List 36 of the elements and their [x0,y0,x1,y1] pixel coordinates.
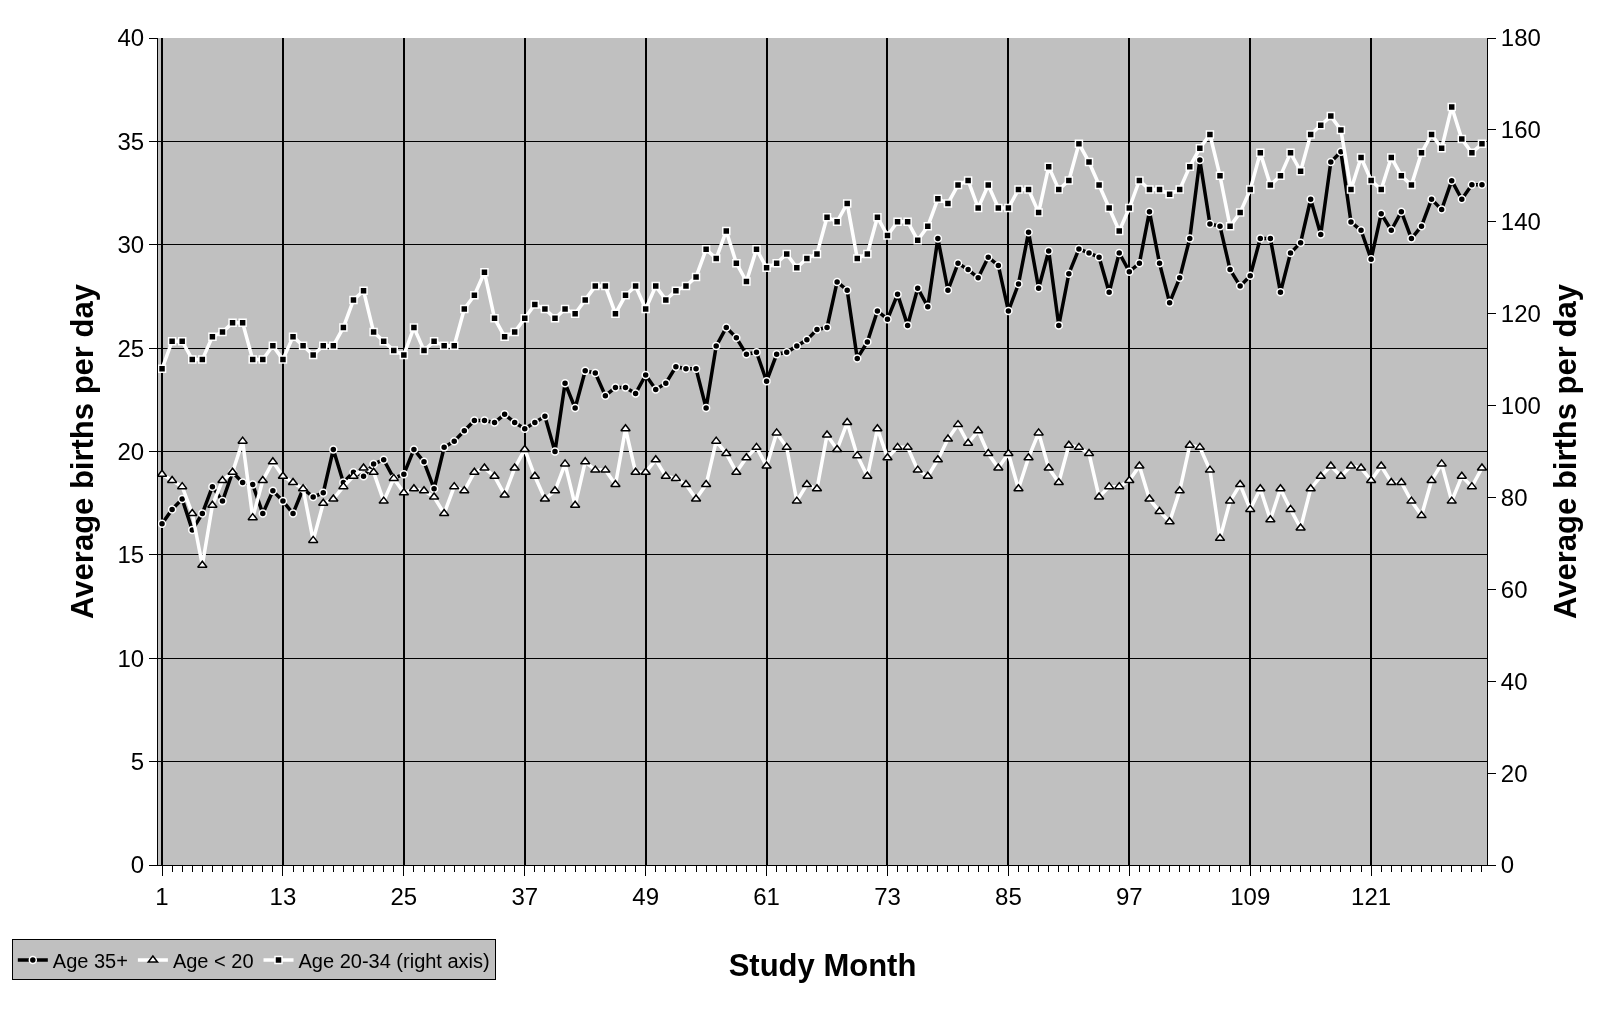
y2-tick-label: 80 [1500,483,1528,511]
y-tick-label: 0 [130,851,145,879]
x-tick-label: 37 [511,882,539,910]
y-tick-label: 10 [117,644,145,672]
y-tick-label: 20 [117,437,145,465]
y2-tick-label: 0 [1500,851,1515,879]
x-tick-label: 1 [155,882,169,910]
x-tick-label: 61 [753,882,780,910]
x-tick-label: 121 [1351,882,1392,910]
y-tick-label: 5 [130,748,145,776]
legend-label: Age 20-34 (right axis) [298,949,490,972]
y-tick-label: 35 [117,127,145,155]
y2-tick-label: 160 [1500,116,1541,144]
y-tick-label: 30 [117,231,145,259]
x-axis-title: Study Month [728,948,917,983]
y2-tick-label: 100 [1500,391,1541,419]
y2-tick-label: 20 [1500,759,1528,787]
x-tick-label: 25 [390,882,418,910]
y-axis-title: Average births per day [65,283,101,619]
y2-tick-label: 180 [1500,24,1541,52]
x-tick-label: 97 [1115,882,1143,910]
y2-axis-title: Average births per day [1548,283,1584,619]
y2-tick-label: 60 [1500,575,1528,603]
legend-label: Age < 20 [172,949,254,972]
y2-tick-label: 40 [1500,667,1528,695]
x-tick-label: 109 [1230,882,1271,910]
legend-label: Age 35+ [52,949,128,972]
x-tick-label: 73 [874,882,901,910]
x-tick-label: 13 [269,882,297,910]
y-tick-label: 25 [117,334,145,362]
y-tick-label: 15 [117,541,145,569]
y-tick-label: 40 [117,24,145,52]
x-tick-label: 85 [995,882,1022,910]
x-tick-label: 49 [632,882,660,910]
y2-tick-label: 140 [1500,208,1541,236]
y2-tick-label: 120 [1500,300,1541,328]
